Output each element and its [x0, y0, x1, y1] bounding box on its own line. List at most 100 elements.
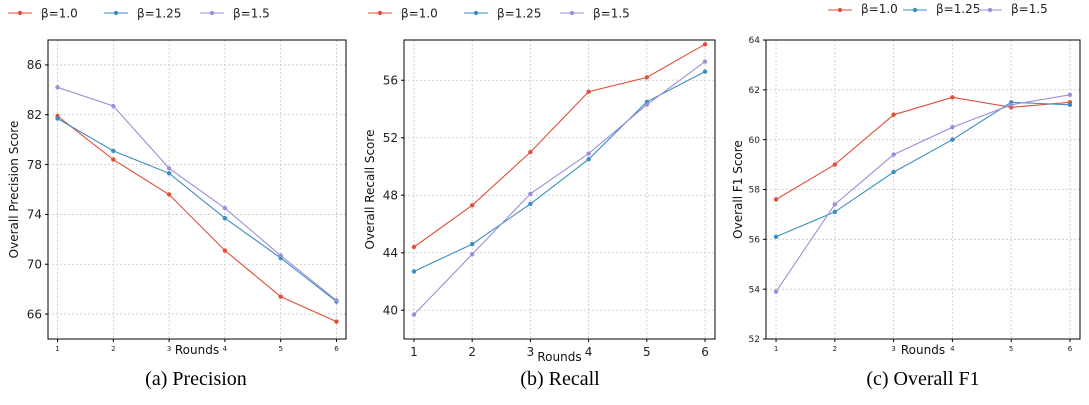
series-point [166, 192, 172, 197]
series-point [950, 125, 955, 130]
series-point [55, 116, 60, 121]
series-point [773, 289, 779, 294]
legend-swatch-marker [377, 10, 383, 16]
chart-panel-1: 66 70 74 78 82 86 1 2 3 4 5 6 Rounds Overall Precisio… [7, 6, 347, 390]
series-point [773, 234, 779, 240]
series-point [222, 248, 228, 253]
y-tick-label: 66 [27, 307, 42, 321]
series-point [644, 75, 650, 80]
series-point [111, 157, 116, 162]
legend-label: β=1.0 [41, 6, 78, 20]
y-tick-label: 56 [383, 74, 398, 88]
y-tick-label: 82 [27, 108, 42, 122]
y-tick-label: 52 [383, 131, 398, 145]
series-point [528, 191, 533, 197]
x-tick-label: 6 [334, 345, 339, 353]
series-point [111, 148, 116, 154]
legend-label: β=1.5 [233, 6, 270, 20]
series-line-3 [413, 61, 706, 315]
legend-label: β=1.25 [497, 6, 541, 20]
series-point [111, 103, 116, 109]
series-line-3 [57, 86, 337, 301]
series-line-2 [775, 101, 1071, 238]
panel-caption: (b) Recall [520, 368, 600, 390]
series-point [222, 215, 228, 221]
series-point [278, 253, 283, 258]
series-point [469, 241, 475, 247]
plot-frame [403, 39, 716, 340]
legend-label: β=1.25 [137, 6, 181, 20]
y-tick-label: 62 [749, 86, 760, 96]
x-tick-label: 2 [468, 345, 476, 359]
legend-label: β=1.0 [861, 2, 898, 16]
series-point [411, 269, 417, 274]
x-tick-label: 5 [1009, 345, 1013, 353]
series-point [950, 137, 955, 142]
series-line-1 [413, 43, 706, 248]
y-tick-label: 44 [383, 246, 398, 260]
y-tick-label: 48 [383, 189, 398, 203]
y-tick-label: 78 [27, 158, 42, 172]
series-point [773, 197, 779, 202]
x-tick-label: 4 [950, 345, 955, 353]
plot-frame [47, 39, 347, 340]
series-line-3 [775, 94, 1071, 293]
series-point [832, 209, 838, 215]
legend-swatch-marker [473, 10, 479, 16]
y-tick-label: 86 [27, 58, 42, 72]
x-tick-label: 2 [111, 345, 115, 353]
x-tick-label: 1 [55, 345, 59, 353]
y-tick-label: 70 [27, 258, 42, 272]
legend-swatch-marker [912, 7, 918, 13]
x-tick-label: 5 [278, 345, 282, 353]
series-point [891, 112, 896, 117]
series-point [644, 102, 650, 107]
series-line-1 [775, 96, 1071, 200]
series-line-1 [57, 115, 337, 323]
x-tick-label: 4 [223, 345, 228, 353]
x-tick-label: 2 [833, 345, 837, 353]
y-tick-label: 74 [27, 208, 42, 222]
y-tick-label: 64 [749, 36, 761, 46]
y-axis-label: Overall F1 Score [731, 140, 745, 239]
x-tick-label: 5 [643, 345, 651, 359]
y-tick-label: 52 [749, 335, 760, 345]
y-tick-label: 58 [749, 186, 761, 196]
legend-label: β=1.5 [593, 6, 630, 20]
series-point [166, 166, 172, 171]
legend-swatch-marker [987, 7, 993, 13]
series-line-2 [413, 71, 706, 272]
series-point [222, 205, 228, 211]
series-point [702, 69, 708, 74]
x-tick-label: 3 [527, 345, 535, 359]
y-axis-label: Overall Recall Score [363, 130, 377, 250]
legend-swatch-marker [209, 10, 215, 16]
series-point [411, 312, 417, 317]
series-point [586, 89, 591, 94]
y-tick-label: 54 [749, 285, 761, 295]
series-point [469, 251, 475, 257]
legend-swatch-marker [17, 10, 23, 16]
series-point [1067, 102, 1073, 107]
x-tick-label: 3 [167, 345, 171, 353]
legend-swatch-marker [569, 10, 575, 16]
series-line-2 [57, 118, 337, 303]
series-point [891, 169, 896, 175]
x-tick-label: 6 [1068, 345, 1073, 353]
series-point [334, 298, 339, 303]
series-point [832, 202, 838, 207]
y-tick-label: 56 [749, 236, 761, 246]
legend-swatch-marker [113, 10, 119, 16]
legend-swatch-marker [837, 7, 843, 13]
series-point [1067, 92, 1073, 98]
x-tick-label: 3 [891, 345, 895, 353]
legend-label: β=1.0 [401, 6, 438, 20]
panel-caption: (c) Overall F1 [866, 368, 979, 390]
x-axis-label: Rounds [537, 350, 581, 364]
series-point [832, 162, 838, 167]
series-point [950, 95, 955, 100]
legend-label: β=1.25 [936, 2, 980, 16]
series-point [411, 244, 417, 250]
